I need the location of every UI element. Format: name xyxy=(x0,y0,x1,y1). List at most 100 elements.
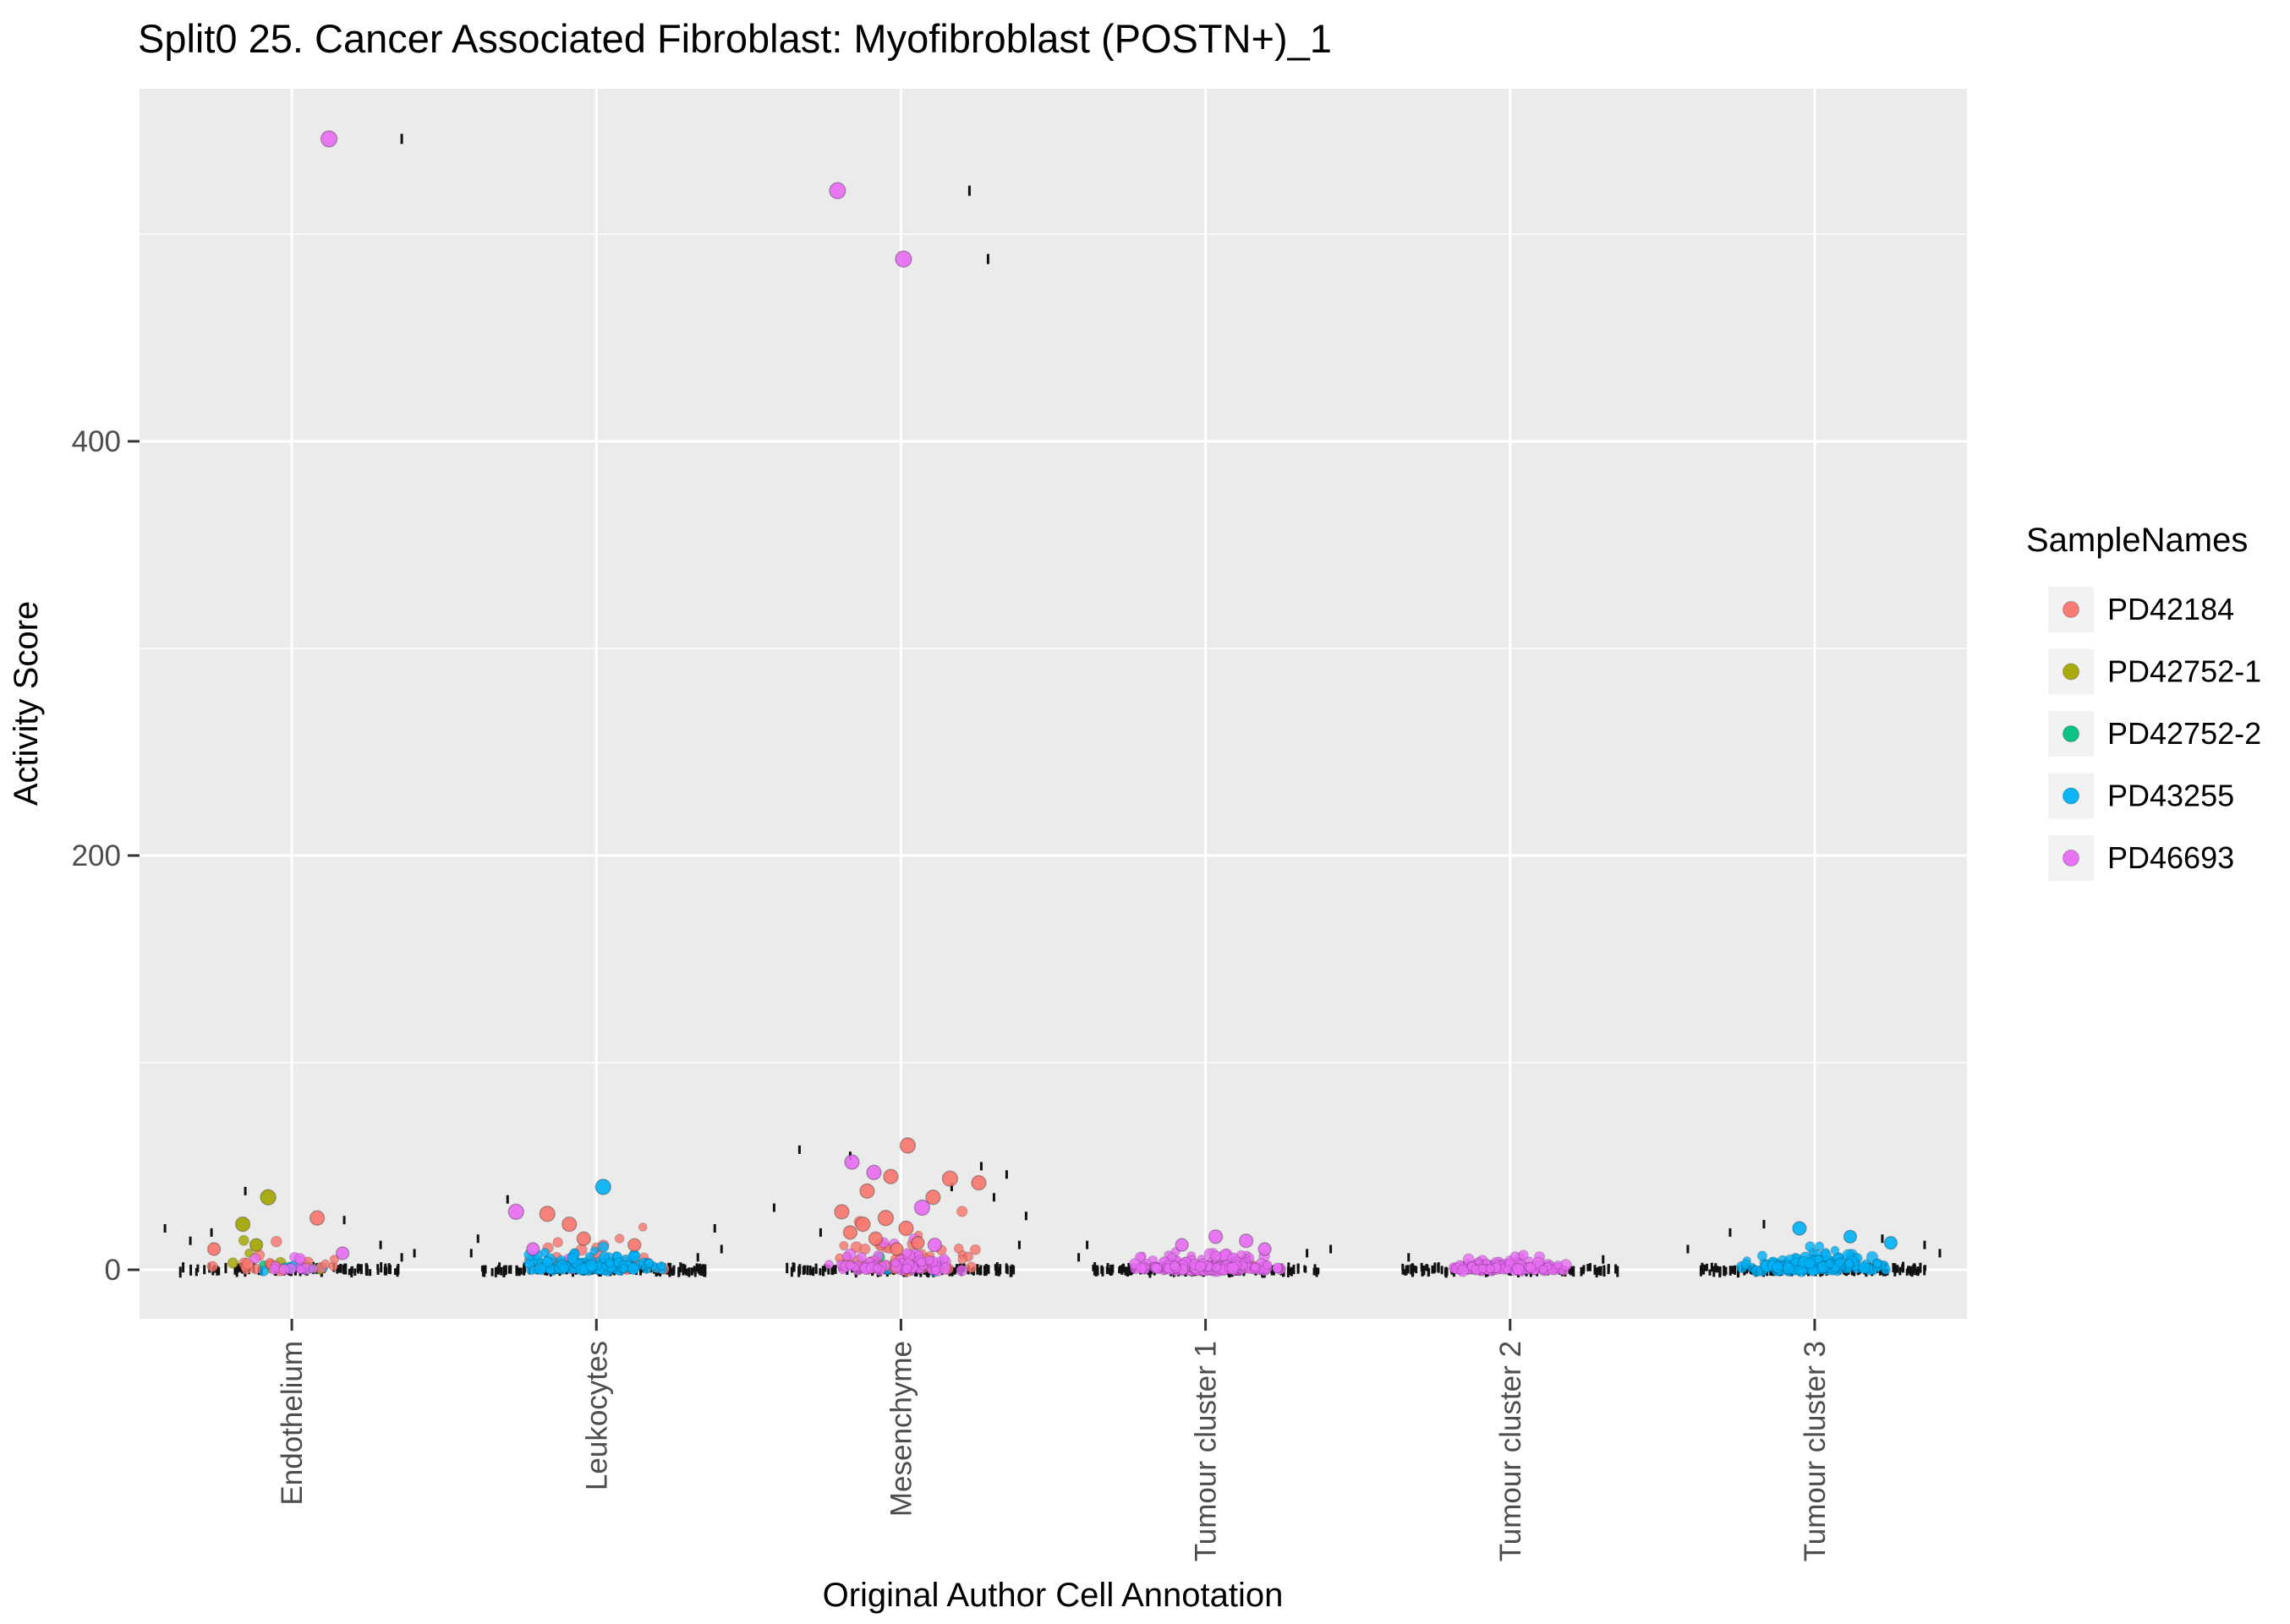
rug-mark xyxy=(1615,1266,1619,1273)
legend-entry-PD42752-2: PD42752-2 xyxy=(2048,711,2261,757)
plot-area: 0 200 400 Endothelium Leukocytes Mesenchyme Tu… xyxy=(72,89,1967,1561)
rug-mark xyxy=(233,1266,237,1275)
rug-mark xyxy=(1426,1264,1429,1271)
legend-swatch-icon xyxy=(2062,849,2080,867)
data-point xyxy=(558,1262,570,1274)
rug-mark xyxy=(1570,1266,1573,1276)
rug-mark xyxy=(376,1264,380,1271)
points-leukocytes xyxy=(523,1222,670,1277)
rug-mark xyxy=(1708,1269,1712,1276)
rug-mark xyxy=(1096,1267,1099,1276)
rug-mark xyxy=(1109,1265,1113,1277)
rug-mark xyxy=(1923,1265,1926,1276)
rug-mark xyxy=(483,1266,486,1274)
data-point xyxy=(1210,1250,1222,1262)
data-point-outlier xyxy=(829,182,846,200)
data-point-outlier xyxy=(868,1231,884,1246)
rug-outlier-mark xyxy=(967,185,971,196)
rug-mark xyxy=(995,1265,999,1273)
rug-mark xyxy=(393,1268,397,1276)
rug-mark xyxy=(356,1265,359,1273)
rug-mark xyxy=(1431,1265,1434,1274)
rug-mark xyxy=(238,1263,242,1272)
rug-mark xyxy=(677,1266,681,1277)
data-point xyxy=(1250,1262,1260,1272)
data-point xyxy=(1844,1258,1854,1269)
data-point xyxy=(1804,1257,1816,1270)
rug-mark xyxy=(1422,1265,1426,1275)
rug-mark xyxy=(203,1265,206,1275)
rug-mark xyxy=(217,1266,221,1276)
panel-background xyxy=(140,89,1967,1319)
data-point xyxy=(969,1244,981,1255)
data-point-outlier xyxy=(895,250,912,268)
rug-mark xyxy=(359,1264,363,1275)
data-point xyxy=(1830,1245,1840,1255)
legend-swatch-icon xyxy=(2062,663,2080,681)
rug-mark xyxy=(1119,1266,1122,1274)
data-point xyxy=(278,1264,290,1276)
rug-mark xyxy=(1607,1265,1610,1275)
rug-mark xyxy=(786,1262,789,1274)
data-point-outlier xyxy=(941,1170,959,1187)
data-point xyxy=(293,1253,306,1265)
rug-mark xyxy=(814,1263,818,1274)
rug-mark xyxy=(1910,1267,1914,1277)
data-point-outlier xyxy=(877,1210,895,1227)
data-point-outlier xyxy=(627,1238,642,1252)
jitter-points xyxy=(206,1206,1891,1277)
data-point xyxy=(1825,1259,1834,1269)
data-point-outlier xyxy=(842,1225,858,1240)
rug-mark xyxy=(679,1262,682,1273)
rug-mark xyxy=(194,1267,198,1277)
rug-mark xyxy=(1734,1265,1737,1275)
data-point xyxy=(824,1260,834,1270)
data-point xyxy=(1151,1262,1163,1274)
data-point-outlier xyxy=(335,1246,350,1260)
data-point xyxy=(890,1258,901,1268)
data-point xyxy=(1750,1265,1763,1277)
rug-mark xyxy=(1586,1264,1590,1271)
rug-mark xyxy=(1728,1266,1732,1276)
x-tick-label-3: Tumour cluster 1 xyxy=(1190,1341,1223,1561)
rug-mark xyxy=(1704,1265,1707,1271)
rug-mark xyxy=(350,1266,353,1277)
data-point xyxy=(1805,1241,1816,1252)
data-point-outlier xyxy=(913,1199,931,1217)
data-point-outlier xyxy=(899,1137,917,1154)
x-tick-label-5: Tumour cluster 3 xyxy=(1799,1341,1832,1561)
rug-mark xyxy=(1440,1266,1444,1275)
data-point-outlier xyxy=(898,1220,914,1237)
data-point xyxy=(270,1235,282,1248)
data-point xyxy=(901,1248,912,1258)
rug-outlier-mark xyxy=(986,254,989,265)
data-point xyxy=(1756,1250,1767,1261)
y-tick-label-0: 0 xyxy=(105,1254,121,1287)
rug-mark-high xyxy=(342,1216,346,1225)
x-tick-label-2: Mesenchyme xyxy=(885,1341,918,1517)
data-point-outlier xyxy=(1208,1229,1224,1244)
rug-mark xyxy=(671,1268,674,1276)
data-point xyxy=(1538,1264,1548,1275)
data-point xyxy=(227,1257,239,1269)
legend-label: PD42752-2 xyxy=(2107,716,2261,751)
data-point xyxy=(1226,1261,1240,1275)
rug-mark xyxy=(348,1268,351,1276)
rug-mark xyxy=(509,1265,512,1274)
data-point xyxy=(638,1222,648,1232)
data-point xyxy=(541,1255,554,1268)
rug-mark xyxy=(1723,1266,1727,1277)
rug-mark xyxy=(1312,1267,1316,1276)
data-point xyxy=(585,1259,598,1272)
data-point xyxy=(1503,1265,1512,1275)
rug-mark xyxy=(985,1265,989,1272)
data-point xyxy=(1272,1262,1283,1274)
rug-mark xyxy=(790,1266,793,1277)
chart-title: Split0 25. Cancer Associated Fibroblast:… xyxy=(138,16,1332,61)
rug-mark xyxy=(1433,1262,1437,1273)
rug-mark xyxy=(1304,1266,1307,1273)
rug-mark xyxy=(343,1263,347,1271)
rug-mark xyxy=(1769,1268,1772,1277)
points-tumour-cluster-2 xyxy=(1448,1249,1572,1277)
rug-mark-high xyxy=(506,1195,509,1204)
